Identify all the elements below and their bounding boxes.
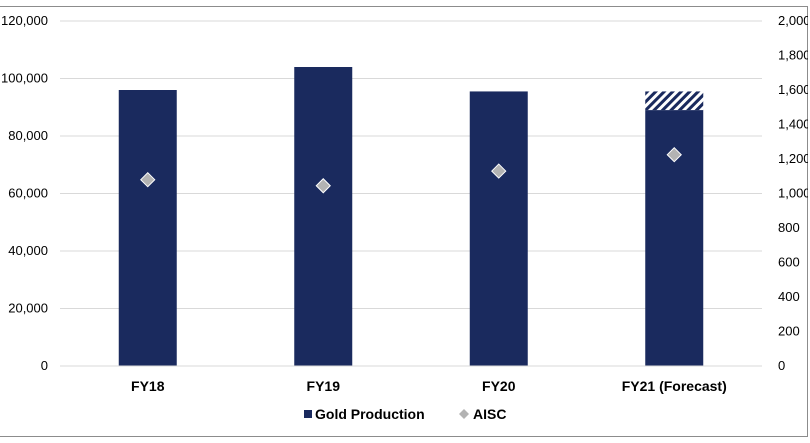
aisc-marker (140, 171, 156, 188)
forecast-range-bar (645, 91, 704, 111)
y-tick-label: 100,000 (1, 71, 48, 86)
x-category-label: FY21 (Forecast) (622, 378, 727, 394)
axes: 0 20,000 40,000 60,000 80,000 100,000 120,000 0… (1, 13, 808, 394)
gold-production-aisc-chart: 0 20,000 40,000 60,000 80,000 100,000 120,000 0… (1, 13, 808, 422)
legend-swatch-gold-production (304, 410, 312, 418)
y2-tick-label: 1,600 (778, 82, 808, 97)
y2-tick-label: 1,400 (778, 117, 808, 132)
y2-tick-label: 1,200 (778, 151, 808, 166)
legend-swatch-aisc (459, 409, 469, 419)
aisc-marker (666, 146, 682, 163)
legend-label-gold-production: Gold Production (315, 406, 425, 422)
y-tick-label: 20,000 (8, 301, 48, 316)
y2-tick-label: 1,000 (778, 186, 808, 201)
aisc-marker (315, 178, 331, 194)
gold-production-bar (294, 67, 353, 366)
y2-tick-label: 0 (778, 358, 785, 373)
y2-tick-label: 800 (778, 220, 800, 235)
aisc-marker (491, 163, 507, 179)
y-tick-label: 40,000 (8, 243, 48, 258)
x-category-label: FY18 (131, 378, 165, 394)
y2-tick-label: 400 (778, 289, 800, 304)
chart-frame: 0 20,000 40,000 60,000 80,000 100,000 120,000 0… (0, 6, 808, 437)
x-category-label: FY20 (482, 378, 516, 394)
legend-label-aisc: AISC (473, 406, 506, 422)
y2-tick-label: 1,800 (778, 48, 808, 63)
y2-tick-label: 200 (778, 324, 800, 339)
y-tick-label: 80,000 (8, 128, 48, 143)
aisc-markers (140, 146, 682, 194)
y-tick-label: 0 (41, 358, 48, 373)
y-tick-label: 60,000 (8, 186, 48, 201)
gold-production-bar (469, 91, 528, 366)
y2-tick-label: 2,000 (778, 13, 808, 28)
gold-production-bar (118, 90, 177, 366)
gridlines (60, 20, 762, 309)
legend: Gold Production AISC (304, 406, 506, 422)
gold-production-bars (118, 67, 704, 366)
y-tick-label: 120,000 (1, 13, 48, 28)
x-category-label: FY19 (307, 378, 341, 394)
y2-tick-label: 600 (778, 255, 800, 270)
